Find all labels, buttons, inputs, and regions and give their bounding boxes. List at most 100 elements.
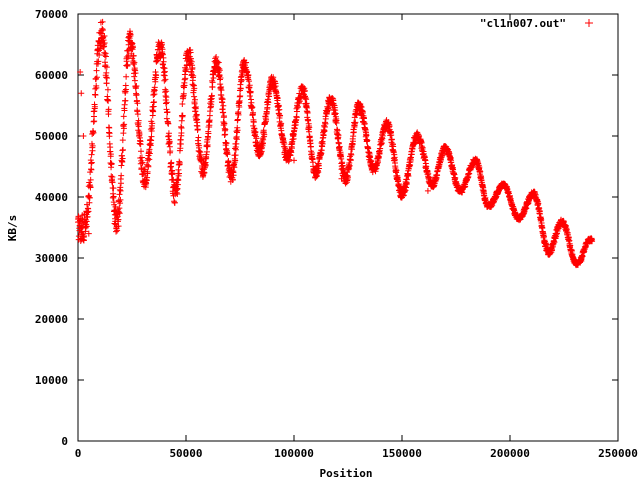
data-point	[293, 114, 300, 121]
data-point	[154, 57, 161, 64]
data-point	[134, 111, 141, 118]
data-point	[277, 112, 284, 119]
data-point	[194, 126, 201, 133]
data-point-outlier	[78, 90, 85, 97]
data-point	[348, 151, 355, 158]
data-point	[301, 87, 308, 94]
data-point	[216, 67, 223, 74]
data-point	[374, 159, 381, 166]
data-point	[247, 88, 254, 95]
data-point	[278, 120, 285, 127]
data-point	[181, 76, 188, 83]
data-point	[352, 119, 359, 126]
data-point	[540, 233, 547, 240]
data-point	[176, 159, 183, 166]
data-point	[138, 154, 145, 161]
data-point-outlier	[85, 230, 92, 237]
data-point	[223, 140, 230, 147]
data-point	[281, 141, 288, 148]
data-point	[276, 118, 283, 125]
data-point	[117, 187, 124, 194]
data-point	[349, 146, 356, 153]
data-point	[117, 196, 124, 203]
data-point	[122, 97, 129, 104]
data-point	[151, 84, 158, 91]
data-point	[92, 91, 99, 98]
data-point	[195, 134, 202, 141]
data-point	[189, 64, 196, 71]
data-point	[187, 49, 194, 56]
data-point	[191, 85, 198, 92]
data-point	[202, 161, 209, 168]
data-point	[232, 152, 239, 159]
data-point	[197, 151, 204, 158]
data-point	[108, 160, 115, 167]
data-point	[204, 141, 211, 148]
y-tick-label: 20000	[35, 313, 68, 326]
data-point	[233, 136, 240, 143]
data-point	[176, 170, 183, 177]
y-tick-label: 40000	[35, 191, 68, 204]
data-point	[121, 107, 128, 114]
data-point	[90, 118, 97, 125]
data-point	[225, 157, 232, 164]
data-point	[216, 65, 223, 72]
data-point	[119, 137, 126, 144]
data-point	[205, 130, 212, 137]
data-point	[144, 155, 151, 162]
data-point	[105, 106, 112, 113]
data-point	[160, 58, 167, 65]
data-point	[118, 152, 125, 159]
data-point	[201, 169, 208, 176]
data-point	[174, 176, 181, 183]
data-point	[124, 47, 131, 54]
data-point	[167, 148, 174, 155]
data-point	[171, 199, 178, 206]
data-point	[375, 154, 382, 161]
data-point	[350, 129, 357, 136]
data-point	[103, 69, 110, 76]
data-point	[217, 75, 224, 82]
data-point	[165, 120, 172, 127]
data-point	[333, 119, 340, 126]
data-point	[276, 106, 283, 113]
data-point	[144, 168, 151, 175]
data-point	[234, 116, 241, 123]
data-point	[359, 109, 366, 116]
data-point	[210, 74, 217, 81]
data-point	[107, 159, 114, 166]
x-tick-label: 100000	[274, 447, 314, 460]
data-point	[120, 130, 127, 137]
data-point	[237, 92, 244, 99]
data-point	[104, 74, 111, 81]
data-point	[270, 74, 277, 81]
data-point-outlier	[424, 187, 431, 194]
data-point	[253, 135, 260, 142]
data-point	[116, 210, 123, 217]
data-point	[237, 85, 244, 92]
data-point	[312, 174, 319, 181]
data-point	[92, 85, 99, 92]
data-point	[163, 88, 170, 95]
data-point	[99, 26, 106, 33]
data-point	[134, 108, 141, 115]
data-point	[137, 141, 144, 148]
data-point	[315, 165, 322, 172]
data-point	[97, 42, 104, 49]
data-point	[332, 118, 339, 125]
data-point	[106, 130, 113, 137]
data-point	[83, 223, 90, 230]
data-point	[203, 151, 210, 158]
data-point	[106, 124, 113, 131]
data-point-outlier	[80, 133, 87, 139]
x-tick-label: 150000	[382, 447, 422, 460]
data-point	[101, 43, 108, 50]
data-point	[133, 83, 140, 90]
data-point-outlier	[174, 190, 181, 197]
data-point	[174, 185, 181, 192]
data-point	[177, 145, 184, 152]
data-point	[165, 133, 172, 140]
data-point	[152, 78, 159, 85]
data-point	[88, 159, 95, 166]
data-point	[84, 213, 91, 220]
